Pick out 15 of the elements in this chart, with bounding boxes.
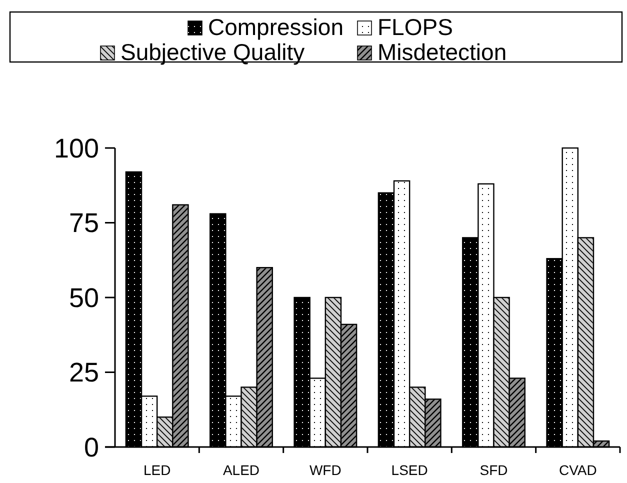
legend-label: FLOPS (378, 14, 453, 40)
x-tick-label: CVAD (558, 462, 597, 478)
y-tick-label: 100 (54, 133, 99, 164)
x-tick-label: LSED (391, 462, 428, 478)
y-tick-label: 0 (84, 432, 99, 462)
legend-label: Misdetection (378, 39, 507, 65)
x-tick-label: LED (143, 462, 171, 478)
y-tick-label: 25 (68, 358, 99, 388)
y-tick-label: 75 (68, 208, 99, 238)
y-tick-label: 50 (68, 282, 99, 313)
legend-label: Compression (208, 14, 344, 40)
x-tick-label: SFD (480, 462, 508, 478)
legend-label: Subjective Quality (120, 39, 306, 65)
x-tick-label: WFD (309, 462, 342, 478)
x-tick-label: ALED (222, 462, 260, 478)
